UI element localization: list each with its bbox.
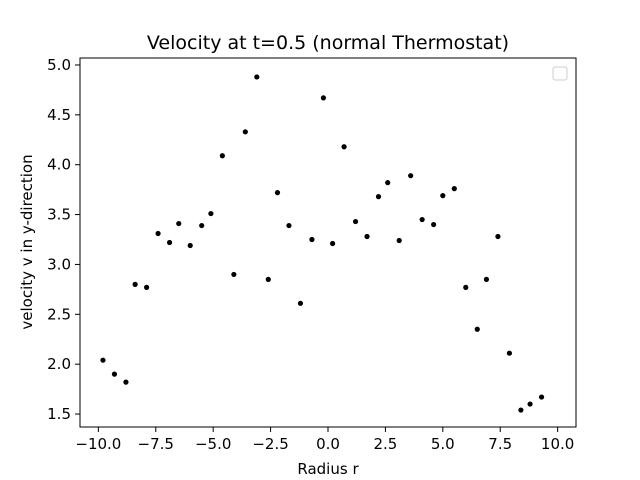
y-tick-label: 3.0: [47, 255, 71, 273]
x-tick-label: 7.5: [488, 435, 512, 453]
data-point: [123, 379, 129, 385]
data-point: [375, 194, 382, 200]
data-point: [352, 218, 359, 225]
data-point: [219, 153, 225, 159]
y-tick-label: 5.0: [47, 56, 71, 74]
data-point: [286, 222, 292, 229]
data-point: [538, 394, 545, 400]
data-point: [111, 371, 118, 377]
x-tick-label: 5.0: [431, 435, 455, 453]
data-point: [474, 326, 480, 332]
chart-title: Velocity at t=0.5 (normal Thermostat): [147, 32, 509, 54]
data-point: [155, 230, 161, 237]
data-point: [265, 276, 271, 282]
x-tick-label: −10.0: [75, 435, 121, 453]
data-point: [364, 233, 370, 240]
data-point: [518, 407, 524, 413]
x-tick-label: 2.5: [373, 435, 397, 453]
y-tick-label: 3.5: [47, 206, 71, 224]
data-point: [431, 221, 437, 228]
data-point: [451, 186, 457, 192]
data-point: [341, 144, 347, 150]
x-tick-label: −2.5: [252, 435, 288, 453]
x-axis: −10.0 −7.5 −5.0 −2.5 0.0 2.5 5.0 7.5 10.0: [75, 427, 574, 453]
x-axis-title: Radius r: [297, 460, 359, 478]
data-point: [440, 193, 446, 199]
data-point: [385, 180, 391, 186]
data-point: [231, 271, 237, 278]
data-point: [329, 240, 336, 247]
data-point: [419, 216, 425, 223]
data-point: [320, 95, 327, 101]
plot-area: [79, 57, 577, 428]
data-point: [199, 222, 205, 229]
data-point: [483, 276, 490, 282]
data-point: [143, 284, 150, 290]
x-tick-label: 10.0: [541, 435, 574, 453]
y-tick-label: 1.5: [47, 405, 71, 423]
y-tick-label: 2.5: [47, 305, 71, 323]
x-tick-label: 0.0: [316, 435, 340, 453]
x-tick-label: −7.5: [138, 435, 174, 453]
data-point: [187, 242, 193, 249]
data-point: [506, 350, 513, 356]
data-point: [100, 357, 106, 363]
data-point: [408, 173, 414, 179]
data-point: [254, 74, 260, 80]
data-point: [166, 239, 173, 246]
y-tick-label: 4.5: [47, 106, 71, 124]
x-tick-label: −5.0: [195, 435, 231, 453]
y-tick-label: 4.0: [47, 156, 71, 174]
y-axis-title: velocity v in y-direction: [18, 154, 36, 329]
data-point: [463, 284, 469, 290]
legend-box: [552, 66, 568, 81]
data-point: [208, 210, 214, 217]
data-point: [527, 401, 533, 407]
data-point: [495, 233, 501, 240]
data-point: [274, 190, 281, 196]
data-point: [242, 129, 248, 135]
data-point: [176, 220, 182, 227]
data-point: [396, 237, 402, 244]
data-point: [132, 281, 138, 287]
y-tick-label: 2.0: [47, 355, 71, 373]
data-point: [297, 300, 304, 306]
data-point: [309, 236, 315, 243]
data-points: [100, 74, 545, 413]
y-axis: 1.5 2.0 2.5 3.0 3.5 4.0 4.5 5.0: [47, 56, 80, 423]
